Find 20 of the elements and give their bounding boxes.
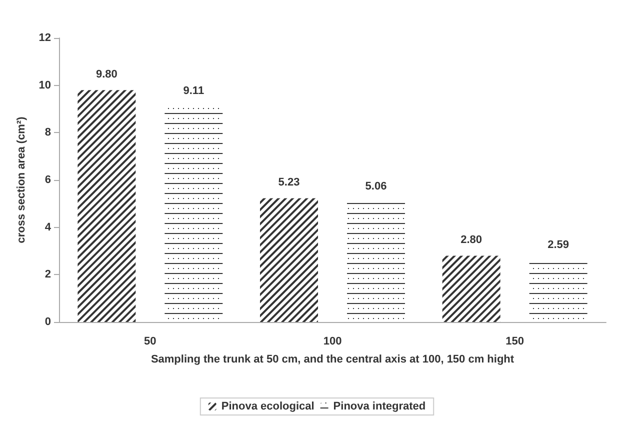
y-tick-label: 6 (44, 174, 51, 186)
data-label: 5.06 (365, 180, 387, 193)
data-label: 9.80 (96, 68, 118, 81)
y-tick-label: 10 (38, 79, 51, 92)
y-axis-title: cross section area (cm²) (16, 116, 28, 244)
legend-label: Pinova ecological (221, 400, 314, 412)
y-tick-label: 2 (44, 268, 51, 281)
y-tick-label: 12 (38, 32, 51, 44)
y-tick-label: 8 (44, 126, 51, 139)
data-label: 2.59 (548, 239, 570, 252)
x-tick-label: 50 (144, 336, 156, 348)
x-tick-label: 150 (506, 336, 524, 348)
x-axis-title: Sampling the trunk at 50 cm, and the central axis at 100, 150 cm hight (150, 354, 514, 366)
y-tick-label: 4 (44, 221, 52, 234)
x-tick-label: 100 (323, 336, 342, 348)
y-tick-label: 0 (44, 316, 51, 328)
data-label: 5.23 (278, 176, 300, 189)
data-label: 9.11 (183, 84, 204, 97)
legend-label: Pinova integrated (333, 400, 426, 412)
data-label: 2.80 (460, 234, 482, 246)
